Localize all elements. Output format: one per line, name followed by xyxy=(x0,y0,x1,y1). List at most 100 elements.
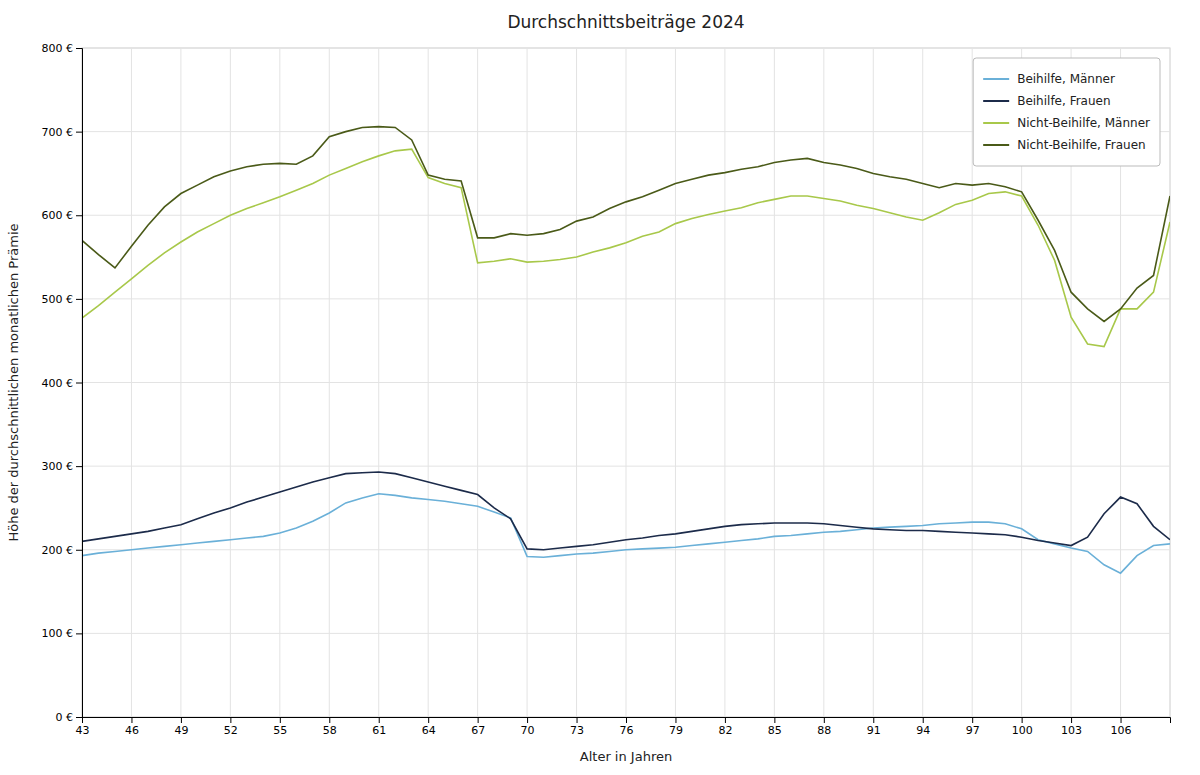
x-tick: 97 xyxy=(966,717,980,737)
y-tick: 700 € xyxy=(42,126,83,139)
x-tick-mark xyxy=(1121,717,1122,723)
x-tick-mark xyxy=(873,717,874,723)
x-tick: 61 xyxy=(372,717,386,737)
plot: 4346495255586164677073767982858891949710… xyxy=(42,42,1171,737)
x-tick-label: 70 xyxy=(521,724,535,737)
y-tick-label: 200 € xyxy=(42,544,74,557)
x-tick-label: 67 xyxy=(471,724,485,737)
x-tick: 73 xyxy=(570,717,584,737)
x-tick: 88 xyxy=(817,717,831,737)
y-axis-line xyxy=(76,49,83,718)
x-tick: 58 xyxy=(323,717,337,737)
y-tick: 500 € xyxy=(42,293,83,306)
x-tick: 67 xyxy=(471,717,485,737)
plot-frame xyxy=(82,48,1170,717)
x-tick-mark xyxy=(1071,717,1072,723)
x-tick-label: 82 xyxy=(718,724,732,737)
legend: Beihilfe, Männer Beihilfe, Frauen Nicht-Be… xyxy=(973,58,1160,166)
x-tick: 106 xyxy=(1111,717,1132,737)
x-tick-mark xyxy=(923,717,924,723)
legend-label: Nicht-Beihilfe, Männer xyxy=(1017,116,1150,130)
legend-label: Beihilfe, Männer xyxy=(1017,72,1115,86)
x-tick-mark xyxy=(428,717,429,723)
x-tick-mark xyxy=(379,717,380,723)
series-line xyxy=(82,494,1170,573)
x-tick-label: 103 xyxy=(1061,724,1082,737)
y-tick-mark xyxy=(76,633,82,634)
legend-swatch xyxy=(983,144,1009,146)
y-tick-mark xyxy=(76,299,82,300)
y-tick: 300 € xyxy=(42,460,83,473)
x-tick-mark xyxy=(1022,717,1023,723)
y-grid-line xyxy=(82,382,1170,383)
x-tick: 70 xyxy=(521,717,535,737)
x-tick-label: 85 xyxy=(768,724,782,737)
x-tick: 55 xyxy=(273,717,287,737)
lines xyxy=(82,127,1170,574)
x-tick-mark xyxy=(131,717,132,723)
x-tick: 94 xyxy=(916,717,930,737)
x-tick: 91 xyxy=(867,717,881,737)
x-axis-line xyxy=(83,718,1171,724)
x-tick-mark xyxy=(527,717,528,723)
y-tick-mark xyxy=(76,48,82,49)
y-tick: 0 € xyxy=(56,711,83,724)
y-tick: 200 € xyxy=(42,544,83,557)
y-tick: 400 € xyxy=(42,377,83,390)
x-tick: 52 xyxy=(224,717,238,737)
x-tick-mark xyxy=(181,717,182,723)
x-tick: 82 xyxy=(718,717,732,737)
x-tick-label: 58 xyxy=(323,724,337,737)
y-tick-label: 100 € xyxy=(42,627,74,640)
legend-box xyxy=(973,58,1160,166)
title: Durchschnittsbeiträge 2024 xyxy=(507,12,744,32)
x-tick-label: 46 xyxy=(125,724,139,737)
x-tick-label: 43 xyxy=(76,724,90,737)
x-tick-label: 100 xyxy=(1012,724,1033,737)
legend-swatch xyxy=(983,78,1009,80)
series-line xyxy=(82,472,1170,550)
y-tick-label: 600 € xyxy=(42,209,74,222)
x-tick: 49 xyxy=(174,717,188,737)
y-grid-line xyxy=(82,48,1170,49)
x-tick-mark xyxy=(675,717,676,723)
y-tick: 600 € xyxy=(42,209,83,222)
legend-label: Beihilfe, Frauen xyxy=(1017,94,1110,108)
y-tick-label: 0 € xyxy=(56,711,74,724)
x-tick-mark xyxy=(329,717,330,723)
y-tick-mark xyxy=(76,466,82,467)
y-tick: 100 € xyxy=(42,627,83,640)
x-tick-label: 49 xyxy=(174,724,188,737)
y-tick-label: 800 € xyxy=(42,42,74,55)
legend-swatch xyxy=(983,100,1009,102)
x-axis: 4346495255586164677073767982858891949710… xyxy=(76,717,1171,737)
legend-swatch xyxy=(983,122,1009,124)
y-axis-title: Höhe der durchschnittlichen monatlichen … xyxy=(6,223,21,541)
x-tick-label: 52 xyxy=(224,724,238,737)
y-grid-line xyxy=(82,298,1170,299)
x-tick: 85 xyxy=(768,717,782,737)
x-tick-mark xyxy=(972,717,973,723)
x-tick-label: 73 xyxy=(570,724,584,737)
y-grid-line xyxy=(82,466,1170,467)
x-tick-mark xyxy=(626,717,627,723)
y-tick-label: 500 € xyxy=(42,293,74,306)
x-tick-mark xyxy=(577,717,578,723)
y-tick-mark xyxy=(76,132,82,133)
x-tick: 76 xyxy=(620,717,634,737)
x-tick: 46 xyxy=(125,717,139,737)
legend-label: Nicht-Beihilfe, Frauen xyxy=(1017,138,1146,152)
x-tick-label: 64 xyxy=(422,724,436,737)
y-grid-line xyxy=(82,215,1170,216)
chart: 4346495255586164677073767982858891949710… xyxy=(0,0,1200,775)
y-tick-mark xyxy=(76,717,82,718)
y-grid-line xyxy=(82,633,1170,634)
x-tick-mark xyxy=(824,717,825,723)
x-tick-label: 97 xyxy=(966,724,980,737)
x-tick-label: 106 xyxy=(1111,724,1132,737)
x-tick: 103 xyxy=(1061,717,1082,737)
x-tick: 100 xyxy=(1012,717,1033,737)
x-tick-label: 55 xyxy=(273,724,287,737)
x-tick-mark xyxy=(774,717,775,723)
y-axis: 0 € 100 € 200 € 300 € 400 € 500 € 600 € 700 € 80… xyxy=(42,42,83,724)
